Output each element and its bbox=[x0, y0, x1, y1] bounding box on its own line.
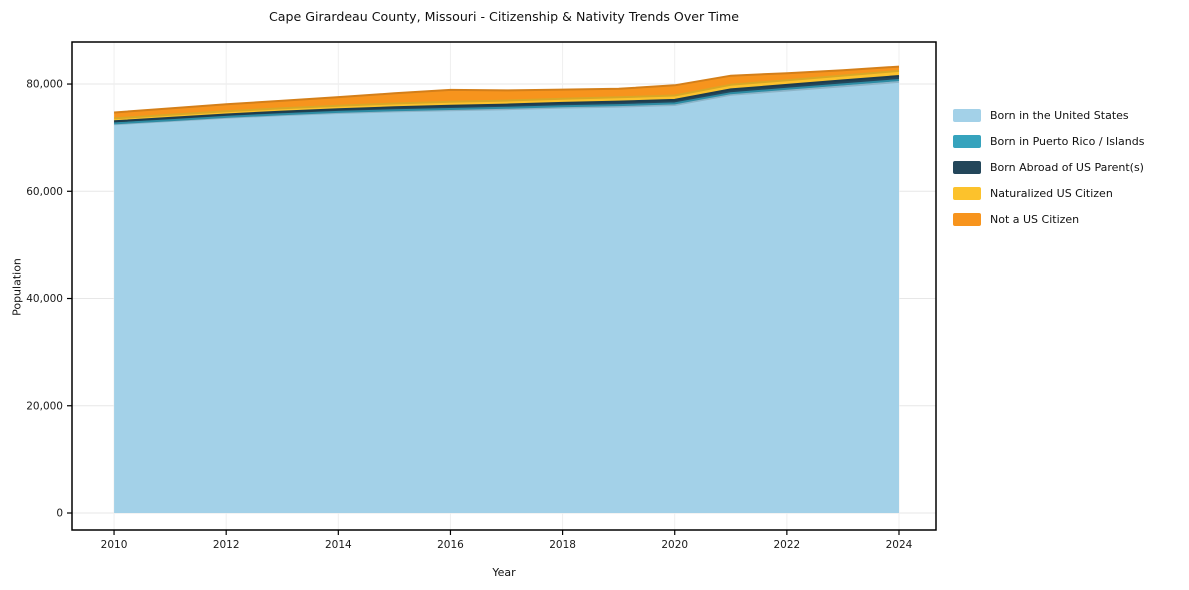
area-top-line-3 bbox=[114, 75, 900, 123]
area-1 bbox=[114, 81, 900, 514]
chart-title: Cape Girardeau County, Missouri - Citize… bbox=[268, 9, 740, 24]
x-tick-label: 2010 bbox=[101, 539, 128, 551]
area-top-line-2 bbox=[114, 79, 900, 125]
tick-labels: 0 20,000 40,000 60,000 80,000 2010 2012 2014 201… bbox=[26, 79, 912, 551]
legend-swatch bbox=[953, 108, 981, 122]
area-3 bbox=[114, 76, 900, 124]
legend-swatch bbox=[953, 160, 981, 174]
legend-label: Born in Puerto Rico / Islands bbox=[990, 134, 1145, 148]
x-tick-label: 2024 bbox=[886, 539, 913, 551]
legend-item: Born Abroad of US Parent(s) bbox=[953, 154, 1144, 180]
area-top-line-4 bbox=[114, 69, 900, 120]
area-4 bbox=[114, 70, 900, 122]
legend-item: Born in Puerto Rico / Islands bbox=[953, 128, 1144, 154]
legend-item: Naturalized US Citizen bbox=[953, 180, 1144, 206]
legend-label: Not a US Citizen bbox=[990, 212, 1080, 226]
y-tick-label: 60,000 bbox=[26, 186, 63, 198]
legend-label: Born in the United States bbox=[990, 108, 1129, 122]
x-tick-label: 2022 bbox=[773, 539, 800, 551]
plot-border bbox=[71, 41, 937, 531]
legend: Born in the United States Born in Puerto … bbox=[953, 102, 1144, 232]
legend-item: Born in the United States bbox=[953, 102, 1144, 128]
y-tick-label: 40,000 bbox=[26, 293, 63, 305]
area-5 bbox=[114, 66, 900, 119]
x-tick-label: 2018 bbox=[549, 539, 576, 551]
axis-ticks bbox=[67, 83, 900, 535]
x-tick-label: 2016 bbox=[437, 539, 464, 551]
legend-swatch bbox=[953, 186, 981, 200]
y-tick-label: 20,000 bbox=[26, 400, 63, 412]
x-tick-label: 2020 bbox=[661, 539, 688, 551]
legend-label: Born Abroad of US Parent(s) bbox=[990, 160, 1144, 174]
stacked-areas bbox=[114, 66, 900, 514]
y-tick-label: 80,000 bbox=[26, 79, 63, 91]
area-top-line-5 bbox=[114, 65, 900, 114]
x-tick-label: 2012 bbox=[213, 539, 240, 551]
boundary-lines bbox=[114, 65, 900, 126]
legend-swatch bbox=[953, 134, 981, 148]
y-tick-label: 0 bbox=[56, 508, 63, 520]
legend-item: Not a US Citizen bbox=[953, 206, 1144, 232]
x-tick-label: 2014 bbox=[325, 539, 352, 551]
x-axis-label: Year bbox=[492, 566, 516, 579]
legend-label: Naturalized US Citizen bbox=[990, 186, 1113, 200]
legend-swatch bbox=[953, 212, 981, 226]
